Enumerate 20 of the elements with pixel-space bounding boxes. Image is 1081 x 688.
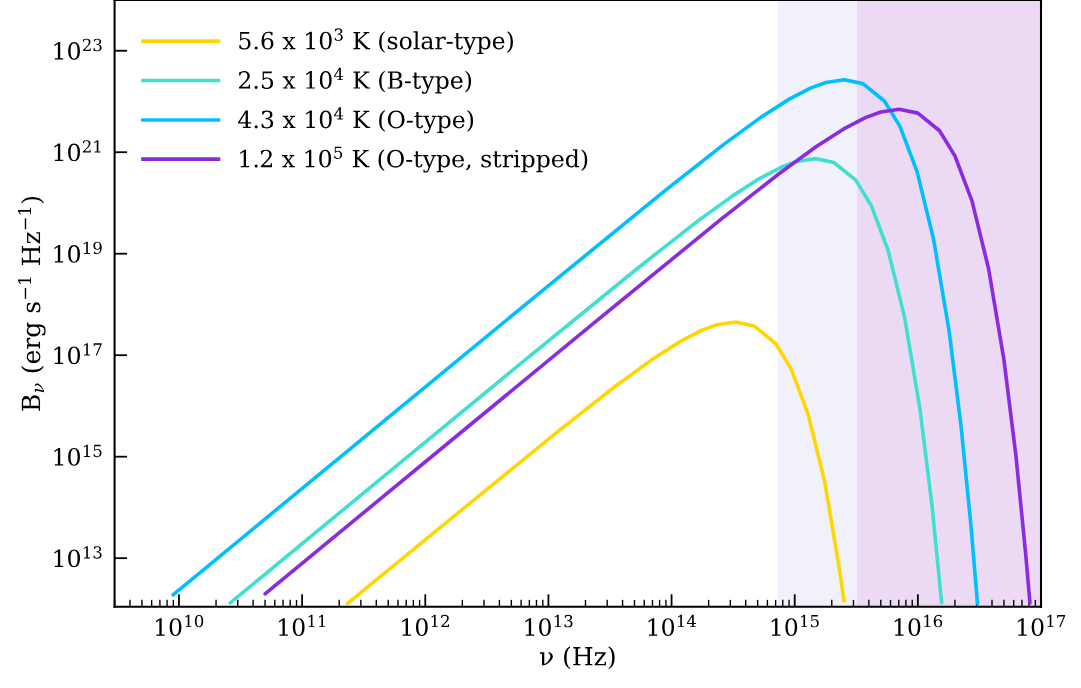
y-tick-label: 10$^{21}$ — [54, 140, 101, 162]
y-tick-label: 10$^{13}$ — [54, 546, 102, 568]
x-tick-label: 10$^{14}$ — [648, 614, 697, 637]
y-tick-label: 10$^{17}$ — [54, 343, 102, 365]
x-tick-label: 10$^{16}$ — [894, 614, 943, 637]
legend-label: 5.6 x 10$^{3}$ K (solar-type) — [239, 28, 513, 55]
x-tick-label: 10$^{12}$ — [402, 614, 449, 637]
x-tick-label: 10$^{13}$ — [525, 614, 573, 637]
legend-label: 2.5 x 10$^{4}$ K (B-type) — [238, 67, 472, 94]
y-tick-label: 10$^{23}$ — [54, 38, 102, 60]
y-tick-label: 10$^{15}$ — [54, 444, 102, 466]
x-tick-label: 10$^{15}$ — [771, 614, 819, 637]
legend-label: 1.2 x 10$^{5}$ K (O-type, stripped) — [240, 146, 588, 173]
x-axis-title: ν (Hz) — [539, 646, 615, 670]
x-tick-label: 10$^{10}$ — [155, 614, 204, 637]
x-tick-label: 10$^{11}$ — [279, 614, 326, 637]
x-tick-label: 10$^{17}$ — [1017, 614, 1066, 637]
legend-label: 4.3 x 10$^{4}$ K (O-type) — [238, 107, 474, 134]
y-tick-label: 10$^{19}$ — [54, 241, 102, 263]
y-axis-title: B$_{ν}$ (erg s$^{−1}$ Hz$^{−1}$) — [17, 196, 46, 411]
